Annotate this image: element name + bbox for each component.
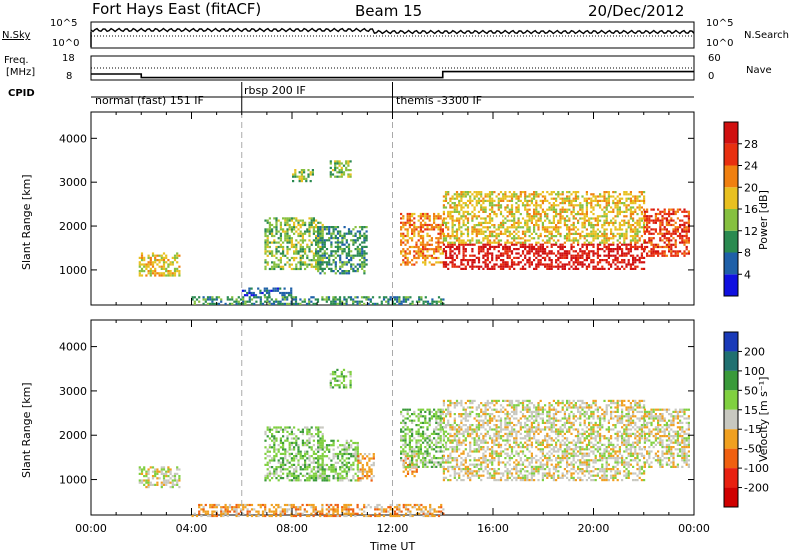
nsky-label: N.Sky — [2, 30, 31, 41]
scatter-region-power — [241, 287, 293, 297]
freq-tick-bottom: 8 — [66, 71, 73, 82]
colorbar-tick-label: -15 — [744, 423, 762, 436]
ytick-label: 2000 — [59, 220, 87, 233]
colorbar-tick-label: -50 — [744, 443, 762, 456]
colorbar-tick-label: -200 — [744, 482, 769, 495]
scatter-region-velocity — [329, 368, 352, 389]
scatter-region-power — [317, 226, 368, 275]
colorbar-tick-label: 100 — [744, 365, 765, 378]
colorbar-tick-label: 24 — [744, 160, 758, 173]
colorbar-tick-label: -100 — [744, 462, 769, 475]
colorbar-swatch — [724, 209, 738, 231]
scatter-region-power — [138, 252, 181, 277]
noise-tick-bottom-right: 10^0 — [706, 38, 734, 49]
colorbar-tick-label: 50 — [744, 384, 758, 397]
scatter-region-power — [329, 160, 352, 178]
colorbar-swatch — [724, 165, 738, 188]
colorbar-swatch — [724, 351, 738, 371]
noise-tick-top-right: 10^5 — [706, 18, 734, 29]
nsearch-label: N.Search — [744, 30, 790, 41]
colorbar-tick-label: 16 — [744, 203, 758, 216]
xtick-label: 16:00 — [477, 522, 509, 535]
xtick-label: 00:00 — [678, 522, 710, 535]
ytick-label: 2000 — [59, 429, 87, 442]
nsky-trace — [90, 27, 695, 35]
colorbar-frame — [723, 331, 739, 508]
freq-tick-top: 18 — [62, 53, 75, 64]
freq-label-top: Freq. — [4, 55, 29, 66]
scatter-region-velocity — [191, 503, 445, 518]
colorbar-tick-label: 12 — [744, 225, 758, 238]
scatter-region-power — [442, 243, 646, 270]
colorbar-swatch — [724, 409, 738, 430]
freq-label-bottom: [MHz] — [6, 67, 36, 78]
colorbar-swatch — [724, 122, 738, 144]
colorbar-swatch — [724, 487, 738, 507]
scatter-region-power — [442, 191, 646, 244]
xtick-label: 20:00 — [578, 522, 610, 535]
xtick-label: 00:00 — [75, 522, 107, 535]
ytick-label: 1000 — [59, 474, 87, 487]
ytick-label: 4000 — [59, 132, 87, 145]
colorbar-swatch — [724, 390, 738, 410]
scatter-region-power — [400, 212, 444, 266]
colorbar-tick-label: 28 — [744, 138, 758, 151]
scatter-region-power — [643, 208, 690, 257]
colorbar-swatch — [724, 187, 738, 209]
colorbar-swatch — [724, 468, 738, 488]
xtick-label: 12:00 — [377, 522, 409, 535]
nave-tick-top: 60 — [708, 53, 721, 64]
scatter-region-velocity — [357, 453, 375, 482]
colorbar-tick-label: 20 — [744, 181, 758, 194]
cpid-label: CPID — [8, 88, 35, 99]
colorbar-swatch — [724, 143, 738, 166]
scatter-region-velocity — [643, 408, 690, 468]
station-title: Fort Hays East (fitACF) — [92, 0, 262, 18]
colorbar-tick-label: 4 — [744, 268, 751, 281]
nave-tick-bottom: 0 — [708, 71, 715, 82]
colorbar-tick-label: 8 — [744, 247, 751, 260]
beam-label: Beam 15 — [355, 2, 423, 20]
colorbar-swatch — [724, 448, 738, 469]
ytick-label: 4000 — [59, 341, 87, 354]
scatter-region-velocity — [317, 439, 359, 482]
colorbar-swatch — [724, 332, 738, 352]
scatter-region-power — [292, 169, 314, 183]
colorbar-swatch — [724, 230, 738, 253]
colorbar-swatch — [724, 429, 738, 449]
colorbar-swatch — [724, 370, 738, 391]
nave-label: Nave — [746, 65, 772, 76]
x-axis-label: Time UT — [370, 540, 416, 553]
cpid-mode-rbsp: rbsp 200 IF — [244, 84, 306, 97]
ytick-label: 3000 — [59, 176, 87, 189]
scatter-region-velocity — [138, 466, 181, 489]
colorbar-tick-label: 15 — [744, 404, 758, 417]
scatter-region-velocity — [442, 399, 646, 482]
xtick-label: 04:00 — [176, 522, 208, 535]
xtick-label: 08:00 — [276, 522, 308, 535]
noise-tick-bottom-left: 10^0 — [52, 38, 80, 49]
date-label: 20/Dec/2012 — [588, 2, 685, 20]
freq-trace — [91, 70, 694, 79]
ytick-label: 1000 — [59, 264, 87, 277]
colorbar-swatch — [724, 252, 738, 275]
ytick-label: 3000 — [59, 385, 87, 398]
noise-panel-frame — [90, 21, 695, 49]
colorbar-swatch — [724, 274, 738, 296]
colorbar-tick-label: 200 — [744, 345, 765, 358]
noise-tick-top-left: 10^5 — [50, 18, 78, 29]
